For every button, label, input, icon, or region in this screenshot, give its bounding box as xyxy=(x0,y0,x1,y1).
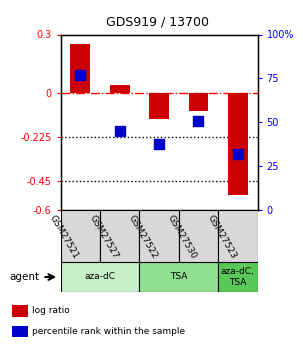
Bar xyxy=(228,93,248,195)
Text: aza-dC,
TSA: aza-dC, TSA xyxy=(221,267,255,287)
Point xyxy=(235,151,240,157)
Bar xyxy=(218,262,258,292)
Text: agent: agent xyxy=(9,272,39,282)
Bar xyxy=(149,93,169,119)
Bar xyxy=(218,210,258,262)
Text: GSM27523: GSM27523 xyxy=(205,213,238,260)
Bar xyxy=(70,44,90,93)
Bar xyxy=(61,210,100,262)
Bar xyxy=(12,305,28,317)
Bar xyxy=(61,262,139,292)
Text: GSM27522: GSM27522 xyxy=(127,213,159,260)
Text: GSM27521: GSM27521 xyxy=(48,213,80,260)
Text: TSA: TSA xyxy=(170,272,188,282)
Bar xyxy=(139,210,179,262)
Bar xyxy=(110,85,130,93)
Bar xyxy=(179,210,218,262)
Text: GSM27527: GSM27527 xyxy=(87,213,120,260)
Text: percentile rank within the sample: percentile rank within the sample xyxy=(32,327,185,336)
Point xyxy=(196,118,201,124)
Point xyxy=(117,129,122,134)
Point xyxy=(157,141,161,146)
Text: log ratio: log ratio xyxy=(32,306,70,315)
Bar xyxy=(139,262,218,292)
Text: GSM27530: GSM27530 xyxy=(166,213,198,260)
Point xyxy=(78,72,83,78)
Bar xyxy=(188,93,208,111)
Bar xyxy=(12,326,28,337)
Bar xyxy=(100,210,139,262)
Text: GDS919 / 13700: GDS919 / 13700 xyxy=(106,16,209,29)
Text: aza-dC: aza-dC xyxy=(85,272,115,282)
